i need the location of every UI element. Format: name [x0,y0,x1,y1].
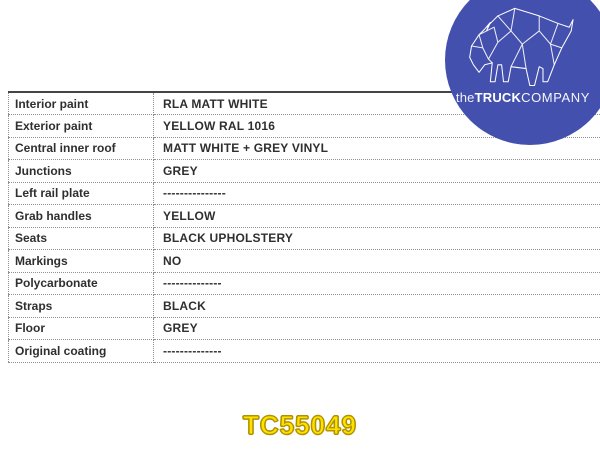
spec-value-cell: GREY [153,317,600,340]
table-row: Left rail plate --------------- [8,182,600,205]
logo-text-company: COMPANY [521,90,591,105]
table-row: Central inner roof MATT WHITE + GREY VIN… [8,137,600,160]
table-row: Original coating -------------- [8,339,600,363]
spec-label-cell: Straps [8,294,154,318]
spec-value-cell: GREY [153,159,600,183]
table-row: Grab handles YELLOW [8,204,600,228]
company-logo-text: theTRUCKCOMPANY [445,90,600,105]
spec-label-cell: Seats [8,227,154,250]
company-logo: theTRUCKCOMPANY [445,0,600,145]
spec-value-cell: BLACK [153,294,600,318]
table-row: Floor GREY [8,317,600,340]
spec-label-cell: Floor [8,317,154,340]
spec-value-cell: --------------- [153,182,600,205]
spec-label-cell: Grab handles [8,204,154,228]
table-row: Polycarbonate -------------- [8,272,600,295]
spec-value-cell: MATT WHITE + GREY VINYL [153,137,600,160]
spec-label-cell: Central inner roof [8,137,154,160]
table-row: Markings NO [8,249,600,273]
document-code: TC55049 [242,409,357,440]
spec-label-cell: Junctions [8,159,154,183]
spec-label-cell: Polycarbonate [8,272,154,295]
spec-value-cell: -------------- [153,272,600,295]
spec-label-cell: Left rail plate [8,182,154,205]
spec-label-cell: Interior paint [8,92,154,115]
logo-text-the: the [455,90,475,105]
table-row: Junctions GREY [8,159,600,183]
table-row: Seats BLACK UPHOLSTERY [8,227,600,250]
spec-label-cell: Original coating [8,339,154,363]
spec-value-cell: BLACK UPHOLSTERY [153,227,600,250]
logo-text-truck: TRUCK [474,90,522,105]
table-row: Straps BLACK [8,294,600,318]
spec-value-cell: NO [153,249,600,273]
spec-value-cell: -------------- [153,339,600,363]
spec-label-cell: Exterior paint [8,114,154,138]
bison-logo-icon [469,7,574,86]
spec-label-cell: Markings [8,249,154,273]
spec-value-cell: YELLOW [153,204,600,228]
